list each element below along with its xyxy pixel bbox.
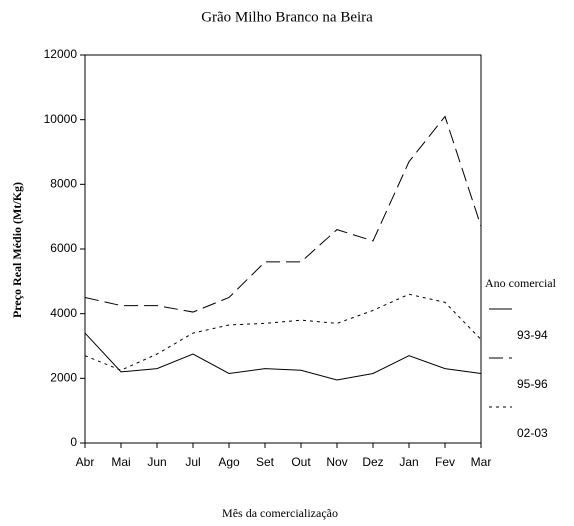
series-line	[84, 115, 482, 313]
x-tick-label: Nov	[326, 455, 347, 469]
x-tick-label: Jul	[185, 455, 200, 469]
x-tick-label: Jan	[399, 455, 418, 469]
x-tick-label: Fev	[435, 455, 455, 469]
x-tick-label: Set	[256, 455, 275, 469]
y-tick-label: 6000	[50, 241, 77, 255]
y-tick-label: 8000	[50, 177, 77, 191]
y-tick-label: 10000	[44, 112, 78, 126]
y-tick-label: 2000	[50, 371, 77, 385]
x-tick-label: Out	[291, 455, 311, 469]
x-axis-label: Mês da comercialização	[222, 506, 338, 520]
legend-title: Ano comercial	[485, 276, 557, 290]
plot-frame	[84, 54, 482, 444]
x-tick-label: Abr	[76, 455, 95, 469]
legend-label: 95-96	[517, 377, 548, 391]
legend-label: 93-94	[517, 328, 548, 342]
chart-title: Grão Milho Branco na Beira	[201, 9, 373, 25]
y-tick-label: 4000	[50, 306, 77, 320]
x-tick-label: Dez	[362, 455, 383, 469]
x-tick-label: Mai	[111, 455, 130, 469]
y-tick-label: 12000	[44, 47, 78, 61]
x-tick-label: Jun	[147, 455, 166, 469]
x-tick-label: Ago	[218, 455, 240, 469]
series-line	[84, 332, 482, 381]
y-axis-label: Preço Real Médio (Mt/Kg)	[10, 182, 24, 318]
series-line	[84, 293, 482, 371]
y-tick-label: 0	[70, 435, 77, 449]
x-tick-label: Mar	[471, 455, 492, 469]
legend-label: 02-03	[517, 426, 548, 440]
